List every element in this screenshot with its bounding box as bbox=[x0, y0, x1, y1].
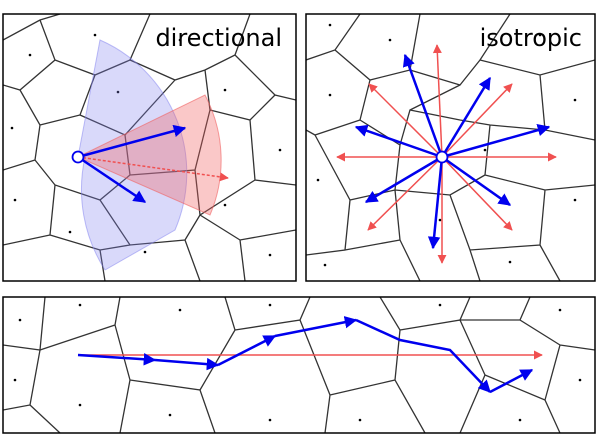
point bbox=[71, 150, 85, 164]
point bbox=[316, 178, 320, 182]
point bbox=[78, 403, 82, 407]
point bbox=[573, 198, 577, 202]
point bbox=[435, 150, 449, 164]
frame bbox=[305, 13, 596, 282]
point bbox=[438, 303, 442, 307]
point bbox=[268, 303, 272, 307]
point bbox=[558, 308, 562, 312]
point bbox=[328, 23, 332, 27]
point bbox=[178, 38, 182, 42]
point bbox=[13, 378, 17, 382]
arrow bbox=[364, 155, 443, 204]
frame bbox=[2, 13, 297, 282]
point bbox=[268, 418, 272, 422]
point bbox=[268, 253, 272, 257]
point bbox=[143, 250, 147, 254]
group bbox=[10, 33, 282, 257]
point bbox=[323, 263, 327, 267]
point bbox=[28, 53, 32, 57]
group bbox=[336, 44, 557, 264]
point bbox=[508, 260, 512, 264]
point bbox=[278, 148, 282, 152]
panel-label: directional bbox=[155, 24, 282, 52]
point bbox=[328, 93, 332, 97]
point bbox=[573, 98, 577, 102]
arrow bbox=[355, 318, 491, 393]
arrow bbox=[274, 316, 358, 338]
shape bbox=[3, 297, 595, 433]
point bbox=[578, 378, 582, 382]
arrow bbox=[441, 155, 512, 207]
arrow bbox=[440, 76, 492, 158]
arrow bbox=[368, 83, 443, 158]
point bbox=[18, 318, 22, 322]
arrow bbox=[441, 83, 513, 158]
shape bbox=[3, 14, 296, 281]
panel-path bbox=[3, 297, 595, 433]
point bbox=[178, 308, 182, 312]
panel-directional bbox=[3, 14, 296, 281]
group bbox=[77, 316, 534, 394]
point bbox=[358, 418, 362, 422]
arrow bbox=[489, 368, 534, 394]
arrow bbox=[432, 44, 443, 158]
shape bbox=[77, 39, 188, 271]
arrow bbox=[77, 155, 147, 204]
group bbox=[316, 23, 577, 267]
point bbox=[538, 33, 542, 37]
point bbox=[93, 33, 97, 37]
arrow bbox=[402, 53, 444, 158]
arrow bbox=[77, 353, 157, 366]
arrow bbox=[354, 124, 443, 159]
arrow bbox=[217, 334, 277, 367]
point bbox=[68, 230, 72, 234]
arrow bbox=[441, 124, 551, 159]
frame bbox=[2, 296, 596, 434]
point bbox=[116, 90, 120, 94]
point bbox=[10, 126, 14, 130]
arrow bbox=[367, 156, 443, 231]
arrow bbox=[154, 357, 220, 371]
group bbox=[354, 53, 551, 250]
point bbox=[388, 38, 392, 42]
point bbox=[483, 148, 487, 152]
panel-isotropic bbox=[306, 14, 595, 281]
arrow bbox=[77, 156, 229, 182]
point bbox=[438, 218, 442, 222]
point bbox=[518, 418, 522, 422]
group bbox=[13, 303, 582, 422]
point bbox=[78, 303, 82, 307]
arrow bbox=[77, 124, 187, 159]
panel-label: isotropic bbox=[480, 24, 582, 52]
arrow bbox=[441, 156, 513, 231]
point bbox=[223, 88, 227, 92]
point bbox=[13, 198, 17, 202]
point bbox=[223, 203, 227, 207]
arrow bbox=[427, 156, 444, 250]
point bbox=[168, 413, 172, 417]
